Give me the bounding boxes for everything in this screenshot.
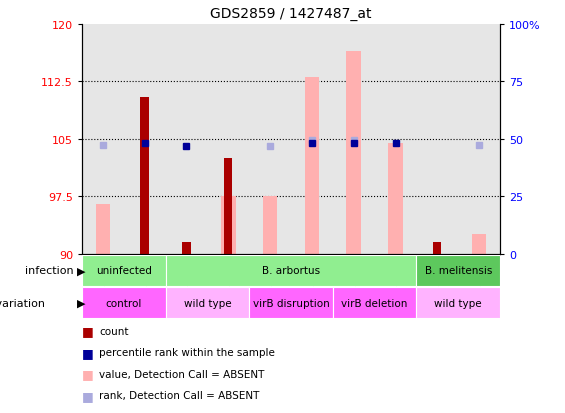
Text: virB disruption: virB disruption xyxy=(253,298,329,308)
Bar xyxy=(249,25,291,254)
Text: wild type: wild type xyxy=(434,298,482,308)
Bar xyxy=(124,25,166,254)
Text: ▶: ▶ xyxy=(77,266,85,276)
Bar xyxy=(375,25,416,254)
Bar xyxy=(472,235,486,254)
Text: infection: infection xyxy=(25,266,73,276)
Bar xyxy=(333,287,416,318)
Title: GDS2859 / 1427487_at: GDS2859 / 1427487_at xyxy=(210,7,372,21)
Bar xyxy=(458,25,500,254)
Text: control: control xyxy=(106,298,142,308)
Text: ■: ■ xyxy=(82,324,93,337)
Text: genotype/variation: genotype/variation xyxy=(0,298,45,308)
Text: count: count xyxy=(99,326,128,336)
Bar xyxy=(182,242,190,254)
Bar xyxy=(263,197,277,254)
Bar xyxy=(291,25,333,254)
Bar xyxy=(346,52,361,254)
Bar xyxy=(416,255,500,286)
Bar xyxy=(166,25,207,254)
Bar xyxy=(82,25,124,254)
Bar xyxy=(224,159,232,254)
Bar xyxy=(305,78,319,254)
Text: virB deletion: virB deletion xyxy=(341,298,408,308)
Text: ▶: ▶ xyxy=(77,298,85,308)
Bar xyxy=(249,287,333,318)
Text: B. arbortus: B. arbortus xyxy=(262,266,320,276)
Text: value, Detection Call = ABSENT: value, Detection Call = ABSENT xyxy=(99,369,264,379)
Bar xyxy=(82,287,166,318)
Text: rank, Detection Call = ABSENT: rank, Detection Call = ABSENT xyxy=(99,390,259,400)
Bar xyxy=(416,25,458,254)
Text: ■: ■ xyxy=(82,389,93,402)
Bar xyxy=(82,255,166,286)
Bar xyxy=(141,97,149,254)
Text: B. melitensis: B. melitensis xyxy=(424,266,492,276)
Bar xyxy=(221,197,236,254)
Text: percentile rank within the sample: percentile rank within the sample xyxy=(99,347,275,357)
Text: wild type: wild type xyxy=(184,298,231,308)
Text: ■: ■ xyxy=(82,367,93,380)
Bar xyxy=(207,25,249,254)
Bar xyxy=(433,242,441,254)
Bar xyxy=(166,255,416,286)
Text: uninfected: uninfected xyxy=(96,266,151,276)
Bar xyxy=(95,204,110,254)
Bar xyxy=(166,287,249,318)
Bar xyxy=(388,143,403,254)
Text: ■: ■ xyxy=(82,346,93,359)
Bar xyxy=(333,25,375,254)
Bar xyxy=(416,287,500,318)
